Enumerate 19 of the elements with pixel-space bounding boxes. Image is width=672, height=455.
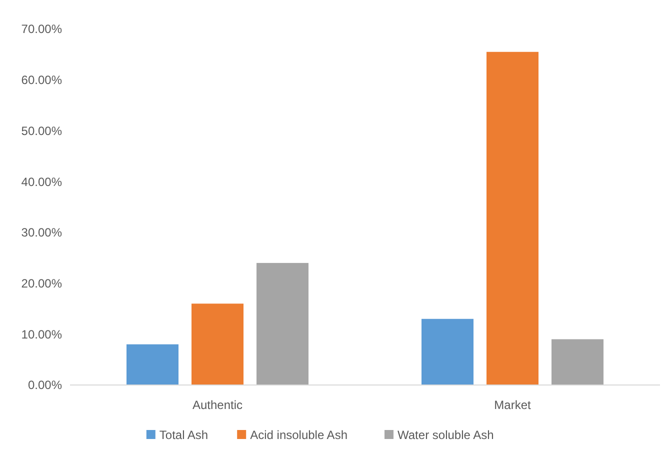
bar xyxy=(256,262,308,385)
bar xyxy=(486,52,538,385)
legend-label: Total Ash xyxy=(159,428,208,442)
y-tick-label: 30.00% xyxy=(21,226,62,240)
bar xyxy=(192,304,244,385)
y-tick-label: 0.00% xyxy=(28,378,62,392)
y-tick-label: 50.00% xyxy=(21,124,62,138)
x-tick-label: Market xyxy=(494,398,532,412)
y-tick-label: 20.00% xyxy=(21,276,62,290)
y-tick-label: 70.00% xyxy=(21,22,62,36)
legend-label: Water soluble Ash xyxy=(398,428,494,442)
legend-label: Acid insoluble Ash xyxy=(250,428,348,442)
bar xyxy=(126,344,178,385)
bar xyxy=(422,318,474,385)
y-tick-label: 10.00% xyxy=(21,327,62,342)
y-tick-label: 40.00% xyxy=(21,174,62,189)
y-tick-label: 60.00% xyxy=(21,73,62,88)
bar xyxy=(552,339,604,385)
x-tick-label: Authentic xyxy=(192,398,243,412)
